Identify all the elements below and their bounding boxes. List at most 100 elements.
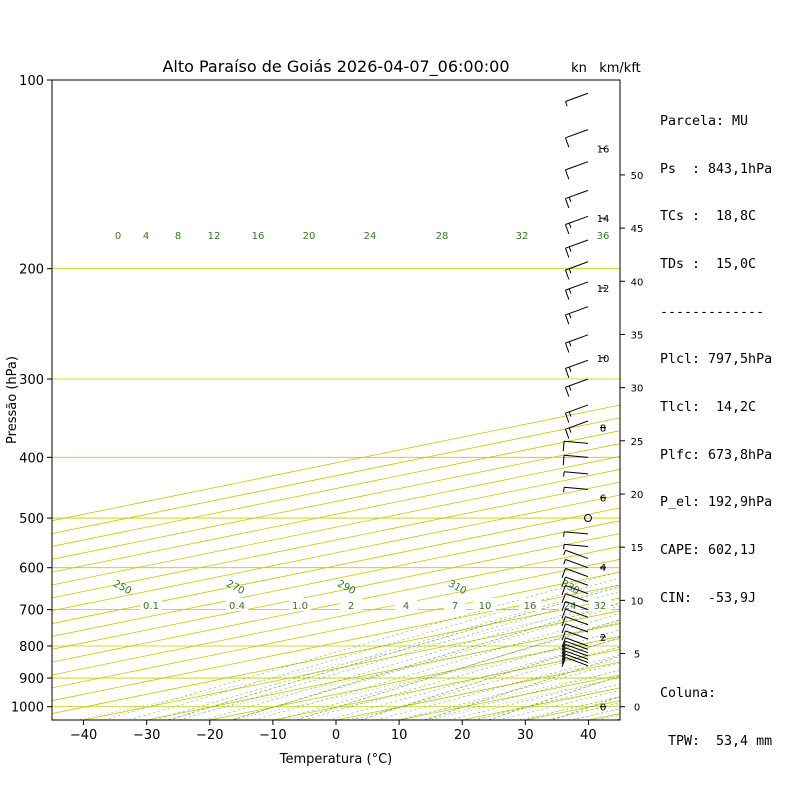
wind-barb xyxy=(564,215,589,235)
height-unit-label: km/kft xyxy=(599,61,641,76)
mixing-ratio-label-bg xyxy=(513,228,531,241)
mixing-ratio-label: 16 xyxy=(524,601,537,612)
wind-barb xyxy=(561,637,589,648)
mixing-ratio-label-bg xyxy=(444,598,466,611)
x-tick-label: −10 xyxy=(259,728,286,743)
wind-barb xyxy=(564,161,589,180)
wind-barb xyxy=(561,608,589,619)
info-separator: ------------- xyxy=(660,304,765,320)
wind-barb xyxy=(563,549,589,559)
kft-tick-label: 15 xyxy=(631,543,644,554)
km-tick-label: 4 xyxy=(600,563,606,574)
mixing-ratio-label: 4 xyxy=(403,601,409,612)
wind-barb xyxy=(563,471,589,477)
km-tick-label: 10 xyxy=(597,354,610,365)
km-tick-label: 6 xyxy=(600,493,606,504)
wind-barb xyxy=(564,420,589,439)
wind-barb xyxy=(561,623,589,634)
isotherm-line xyxy=(52,558,620,676)
background-grid xyxy=(52,80,620,720)
mixing-ratio-label: 0 xyxy=(115,231,121,242)
wind-barb xyxy=(584,514,592,523)
km-tick-label: 16 xyxy=(597,144,610,155)
mixing-ratio-label-bg xyxy=(474,598,496,611)
x-tick-label: 30 xyxy=(517,728,534,743)
wind-barb xyxy=(564,261,589,280)
info-surface-dewpoint: TDs : 15,0C xyxy=(660,256,757,272)
wind-barb xyxy=(561,567,589,578)
mixing-ratio-label-bg xyxy=(594,228,612,241)
info-lfc-pressure: Plfc: 673,8hPa xyxy=(660,447,773,463)
wind-barb xyxy=(563,543,589,550)
mixing-ratio-label-bg xyxy=(361,228,379,241)
x-axis-label: Temperatura (°C) xyxy=(279,752,392,767)
axes: −40 −30 −20 −10 0 10 20 30 401002003004005006007… xyxy=(11,74,643,743)
y-tick-label: 400 xyxy=(19,451,44,466)
mixing-ratio-label-bg xyxy=(249,228,267,241)
km-tick-label: 0 xyxy=(600,703,606,714)
mixing-ratio-label-bg xyxy=(137,228,155,241)
moist-adiabat-line xyxy=(424,669,620,720)
km-tick-label: 12 xyxy=(597,284,610,295)
wind-barb xyxy=(564,92,589,107)
x-tick-label: −30 xyxy=(133,728,160,743)
mixing-ratio-label-bg xyxy=(226,598,248,611)
wind-barb xyxy=(564,378,589,397)
isotherm-line xyxy=(52,597,620,714)
wind-barb xyxy=(561,653,589,664)
mixing-ratio-label: 36 xyxy=(597,231,610,242)
wind-barb xyxy=(564,334,589,353)
wind-barb xyxy=(564,129,589,148)
y-axis-label: Pressão (hPa) xyxy=(5,356,20,444)
mixing-ratio-label: 4 xyxy=(143,231,149,242)
wind-barb xyxy=(564,281,589,300)
info-tpw: TPW: 53,4 mm xyxy=(660,733,773,749)
mixing-ratio-label-bg xyxy=(300,228,318,241)
moist-adiabat-line xyxy=(400,662,620,720)
kft-tick-label: 10 xyxy=(631,596,644,607)
mixing-ratio-label-bg xyxy=(559,598,581,611)
y-tick-label: 100 xyxy=(19,74,44,89)
km-tick-label: 8 xyxy=(600,424,606,435)
chart-title: Alto Paraíso de Goiás 2026-04-07_06:00:0… xyxy=(162,57,509,77)
kft-tick-label: 30 xyxy=(631,384,644,395)
wind-barb xyxy=(563,559,589,569)
y-tick-label: 500 xyxy=(19,512,44,527)
y-tick-label: 600 xyxy=(19,562,44,577)
x-tick-label: 0 xyxy=(332,728,340,743)
y-tick-label: 700 xyxy=(19,604,44,619)
mixing-ratio-line xyxy=(285,647,620,720)
kft-tick-label: 0 xyxy=(634,703,640,714)
mixing-ratio-label: 0.4 xyxy=(229,601,245,612)
wind-barb xyxy=(561,576,589,587)
wind-barb xyxy=(563,486,589,493)
mixing-ratio-label: 0.1 xyxy=(143,601,159,612)
mixing-ratio-label: 7 xyxy=(452,601,458,612)
wind-barb xyxy=(561,584,589,595)
mixing-ratio-label-bg xyxy=(519,598,541,611)
mixing-ratio-label: 24 xyxy=(364,231,377,242)
info-parcel-type: Parcela: MU xyxy=(660,113,749,129)
wind-barb xyxy=(561,593,589,604)
moist-adiabat-line xyxy=(254,613,620,720)
mixing-ratio-label: 2 xyxy=(348,601,354,612)
info-blank xyxy=(660,639,772,655)
wind-barb xyxy=(564,189,589,209)
wind-barb xyxy=(563,531,589,537)
wind-barb xyxy=(561,640,589,651)
mixing-ratio-label-bg xyxy=(169,228,187,241)
y-tick-label: 1000 xyxy=(11,701,44,716)
parcel-info-panel: Parcela: MU Ps : 843,1hPa TCs : 18,8C TD… xyxy=(660,82,772,766)
kft-tick-label: 50 xyxy=(631,171,644,182)
x-tick-label: 10 xyxy=(391,728,408,743)
mixing-ratio-label-bg xyxy=(140,598,162,611)
km-tick-label: 14 xyxy=(597,214,610,225)
mixing-ratio-label-bg xyxy=(205,228,223,241)
isotherm-line xyxy=(52,571,620,689)
wind-barbs xyxy=(561,92,592,668)
info-lcl-temperature: Tlcl: 14,2C xyxy=(660,400,757,416)
wind-barb xyxy=(562,440,589,452)
wind-barb xyxy=(561,616,589,627)
km-tick-label: 2 xyxy=(600,633,606,644)
